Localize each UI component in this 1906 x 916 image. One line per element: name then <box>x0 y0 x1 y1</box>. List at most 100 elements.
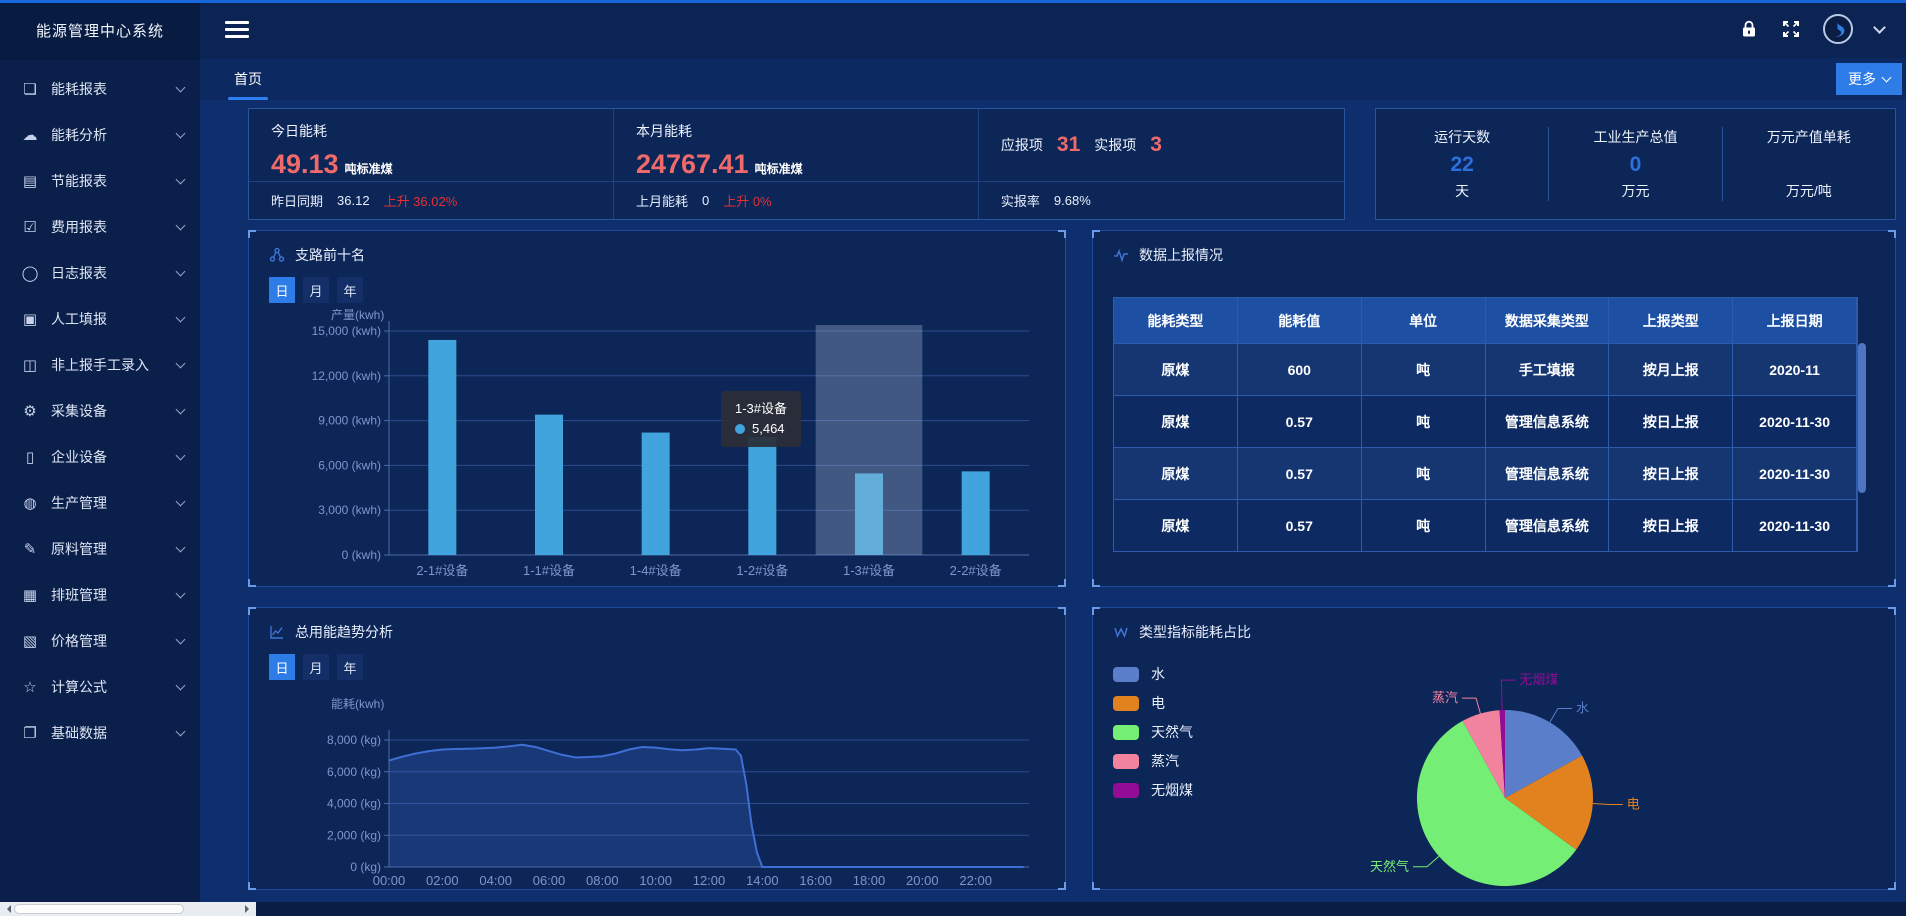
svg-text:02:00: 02:00 <box>426 873 459 887</box>
yesterday-value: 36.12 <box>337 193 370 208</box>
corner-accent <box>248 579 256 587</box>
sidebar-item-label: 能耗分析 <box>51 127 107 143</box>
svg-text:能耗(kwh): 能耗(kwh) <box>331 697 384 711</box>
legend-swatch <box>1113 724 1139 740</box>
log-report-icon: ◯ <box>21 265 39 282</box>
corner-accent <box>1058 607 1066 615</box>
chevron-down-icon <box>175 680 186 690</box>
sidebar-item-label: 日志报表 <box>51 265 107 281</box>
sidebar-item-3[interactable]: ☑ 费用报表 <box>0 204 200 250</box>
more-button[interactable]: 更多 <box>1836 63 1902 95</box>
type-ratio-panel: 类型指标能耗占比 水电天然气 蒸汽 无烟煤 水电天然气 蒸汽 无烟煤 <box>1092 607 1896 890</box>
svg-text:15,000 (kwh): 15,000 (kwh) <box>312 324 381 338</box>
table-cell: 按日上报 <box>1609 500 1734 552</box>
sidebar-horizontal-scrollbar[interactable] <box>0 902 256 916</box>
scrollbar-thumb[interactable] <box>14 904 184 914</box>
table-cell: 2020-11 <box>1733 344 1857 396</box>
price-icon: ▧ <box>22 633 38 650</box>
sidebar-item-6[interactable]: ◫ 非上报手工录入 <box>0 342 200 388</box>
legend-label: 水 <box>1151 666 1165 682</box>
sidebar-item-14[interactable]: ❐ 基础数据 <box>0 710 200 756</box>
line-chart[interactable]: 能耗(kwh) 8,000 (kg) 6,000 (kg) 4,000 (kg) 2,0… <box>269 682 1045 892</box>
legend-item-无烟煤[interactable]: 无烟煤 <box>1113 780 1193 800</box>
svg-text:1-1#设备: 1-1#设备 <box>523 563 575 577</box>
table-cell: 按日上报 <box>1609 448 1734 500</box>
sidebar-item-12[interactable]: ▧ 价格管理 <box>0 618 200 664</box>
sidebar-menu: ❏ 能耗报表 ☁ 能耗分析 ▤ 节能报表 ☑ 费用报表 ◯ 日志报表 ▣ 人工填报 ◫ 非上报手工录入 ⚙ 采… <box>0 60 200 756</box>
today-energy-label: 今日能耗 <box>271 123 327 139</box>
period-tab-日[interactable]: 日 <box>269 654 295 680</box>
corner-accent <box>248 882 256 890</box>
sidebar-item-5[interactable]: ▣ 人工填报 <box>0 296 200 342</box>
table-cell: 按月上报 <box>1609 344 1734 396</box>
main-horizontal-scrollbar[interactable] <box>256 902 1906 916</box>
sidebar-item-4[interactable]: ◯ 日志报表 <box>0 250 200 296</box>
sidebar-item-label: 费用报表 <box>51 219 107 235</box>
period-tab-月[interactable]: 月 <box>303 654 329 680</box>
bar-chart[interactable]: 产量(kwh) 15,000 (kwh) 12,000 (kwh) 9,000 (kw… <box>269 305 1045 582</box>
corner-accent <box>1888 607 1896 615</box>
cost-report-icon: ☑ <box>23 219 37 236</box>
sidebar: 能源管理中心系统 ❏ 能耗报表 ☁ 能耗分析 ▤ 节能报表 ☑ 费用报表 ◯ 日志报表 ▣ 人工填报 ◫… <box>0 0 200 916</box>
corner-accent <box>248 230 256 238</box>
sidebar-item-13[interactable]: ☆ 计算公式 <box>0 664 200 710</box>
sidebar-item-11[interactable]: ▦ 排班管理 <box>0 572 200 618</box>
corner-accent <box>1058 230 1066 238</box>
hamburger-menu-icon[interactable] <box>225 17 249 42</box>
period-tab-年[interactable]: 年 <box>337 654 363 680</box>
svg-text:1-4#设备: 1-4#设备 <box>630 563 682 577</box>
table-scrollbar[interactable] <box>1858 343 1866 493</box>
op-stat-label: 工业生产总值 <box>1593 129 1678 145</box>
sidebar-item-2[interactable]: ▤ 节能报表 <box>0 158 200 204</box>
table-cell: 按日上报 <box>1609 396 1734 448</box>
period-tab-月[interactable]: 月 <box>303 277 329 303</box>
sidebar-item-9[interactable]: ◍ 生产管理 <box>0 480 200 526</box>
period-tab-日[interactable]: 日 <box>269 277 295 303</box>
table-cell: 2020-11-30 <box>1733 500 1857 552</box>
lastmonth-value: 0 <box>701 193 710 208</box>
avatar[interactable] <box>1823 14 1853 44</box>
op-stat-2: 万元产值单耗 万元/吨 <box>1721 127 1895 201</box>
production-icon: ◍ <box>23 495 37 512</box>
corner-accent <box>1092 882 1100 890</box>
shift-icon: ▦ <box>22 587 38 604</box>
corner-accent <box>1888 882 1896 890</box>
energy-trend-title: 总用能趋势分析 <box>295 624 393 640</box>
fullscreen-icon[interactable] <box>1781 19 1801 39</box>
saving-report-icon: ▤ <box>22 173 38 190</box>
sidebar-item-7[interactable]: ⚙ 采集设备 <box>0 388 200 434</box>
svg-text:3,000 (kwh): 3,000 (kwh) <box>318 503 381 517</box>
today-energy-section: 今日能耗 49.13 吨标准煤 昨日同期 36.12 上升 36.02% <box>249 109 614 219</box>
sidebar-item-10[interactable]: ✎ 原料管理 <box>0 526 200 572</box>
legend-item-水[interactable]: 水 <box>1113 664 1193 684</box>
sidebar-item-0[interactable]: ❏ 能耗报表 <box>0 66 200 112</box>
table-cell: 原煤 <box>1114 396 1238 448</box>
lock-icon[interactable] <box>1739 19 1759 39</box>
sidebar-item-1[interactable]: ☁ 能耗分析 <box>0 112 200 158</box>
scroll-left-arrow-icon[interactable] <box>3 905 11 913</box>
svg-text:6,000 (kg): 6,000 (kg) <box>327 765 381 779</box>
legend-item-天然气[interactable]: 天然气 <box>1113 722 1193 742</box>
user-caret-down-icon[interactable] <box>1873 20 1886 34</box>
legend-item-电[interactable]: 电 <box>1113 693 1193 713</box>
manual-fill-icon: ▣ <box>22 311 38 328</box>
sidebar-item-label: 能耗报表 <box>51 81 107 97</box>
table-cell: 吨 <box>1361 500 1486 552</box>
sidebar-item-label: 原料管理 <box>51 541 107 557</box>
period-tab-年[interactable]: 年 <box>337 277 363 303</box>
svg-text:00:00: 00:00 <box>373 873 406 887</box>
scroll-right-arrow-icon[interactable] <box>245 905 253 913</box>
op-stat-0: 运行天数 22 天 <box>1376 127 1548 201</box>
sidebar-item-8[interactable]: ▯ 企业设备 <box>0 434 200 480</box>
today-energy-unit: 吨标准煤 <box>344 162 393 176</box>
table-cell: 2020-11-30 <box>1733 396 1857 448</box>
table-cell: 2020-11-30 <box>1733 448 1857 500</box>
legend-item-蒸汽[interactable]: 蒸汽 <box>1113 751 1193 771</box>
corner-accent <box>1058 579 1066 587</box>
pie-label-无烟煤: 无烟煤 <box>1519 672 1558 687</box>
table-cell: 吨 <box>1361 344 1486 396</box>
table-cell: 吨 <box>1361 448 1486 500</box>
legend-swatch <box>1113 666 1139 682</box>
tab-home[interactable]: 首页 <box>222 58 274 100</box>
